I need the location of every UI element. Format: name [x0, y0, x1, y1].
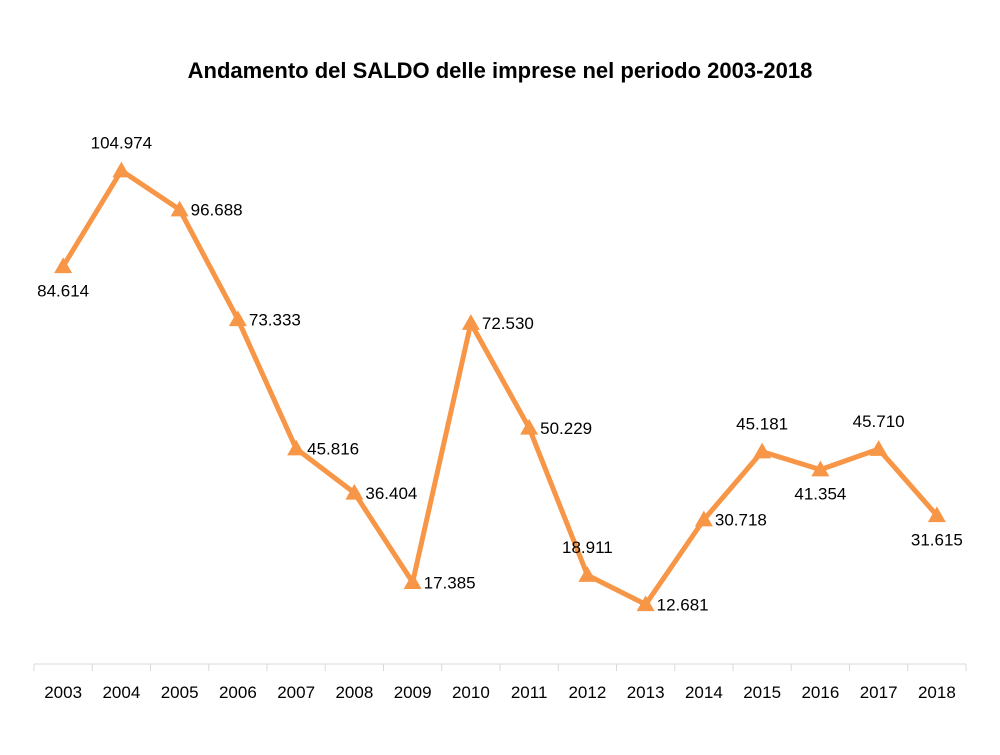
data-label: 31.615	[911, 530, 963, 549]
series-markers	[54, 161, 946, 612]
x-axis-tick-labels: 2003 2004 2005 2006 2007 2008 2009 2010 2011 2012…	[44, 683, 956, 702]
x-tick-label: 2010	[452, 683, 490, 702]
data-label: 84.614	[37, 281, 89, 300]
data-label: 12.681	[657, 595, 709, 614]
x-tick-label: 2018	[918, 683, 956, 702]
data-point-marker	[345, 483, 364, 500]
chart-title: Andamento del SALDO delle imprese nel pe…	[188, 58, 813, 83]
x-tick-label: 2012	[568, 683, 606, 702]
x-tick-label: 2017	[860, 683, 898, 702]
x-tick-label: 2009	[394, 683, 432, 702]
x-tick-label: 2016	[801, 683, 839, 702]
data-point-marker	[927, 506, 946, 523]
data-point-marker	[287, 439, 306, 456]
data-label: 73.333	[249, 310, 301, 329]
data-label: 17.385	[424, 573, 476, 592]
data-point-marker	[54, 257, 73, 274]
data-label: 72.530	[482, 314, 534, 333]
data-label: 45.816	[307, 440, 359, 459]
x-tick-label: 2011	[511, 683, 548, 702]
data-point-marker	[112, 161, 131, 178]
data-point-marker	[869, 440, 888, 456]
data-point-marker	[170, 200, 189, 217]
data-label: 96.688	[191, 201, 243, 220]
x-tick-label: 2015	[743, 683, 781, 702]
data-point-marker	[461, 314, 480, 330]
data-point-marker	[228, 310, 247, 327]
data-point-marker	[403, 573, 422, 590]
data-label: 45.181	[736, 415, 788, 434]
data-label: 50.229	[540, 419, 592, 438]
x-tick-label: 2008	[335, 683, 373, 702]
series-line	[60, 168, 940, 607]
x-tick-label: 2014	[685, 683, 723, 702]
data-point-marker	[636, 595, 655, 612]
data-label: 30.718	[715, 511, 767, 530]
data-label: 45.710	[853, 412, 905, 431]
data-label: 41.354	[794, 485, 846, 504]
data-point-marker	[753, 442, 772, 459]
data-point-marker	[811, 460, 830, 477]
x-tick-label: 2005	[161, 683, 199, 702]
x-tick-label: 2007	[277, 683, 315, 702]
data-point-marker	[578, 566, 597, 582]
data-label: 104.974	[91, 134, 152, 153]
x-tick-label: 2003	[44, 683, 82, 702]
x-tick-label: 2006	[219, 683, 257, 702]
data-label: 18.911	[562, 538, 613, 557]
data-point-marker	[694, 510, 713, 527]
data-point-marker	[520, 418, 539, 435]
data-labels: 84.614 104.974 96.688 73.333 45.816 36.404 17.…	[37, 134, 963, 615]
x-axis-ticks	[33, 664, 967, 671]
x-tick-label: 2004	[102, 683, 140, 702]
x-tick-label: 2013	[627, 683, 665, 702]
data-label: 36.404	[365, 484, 417, 503]
